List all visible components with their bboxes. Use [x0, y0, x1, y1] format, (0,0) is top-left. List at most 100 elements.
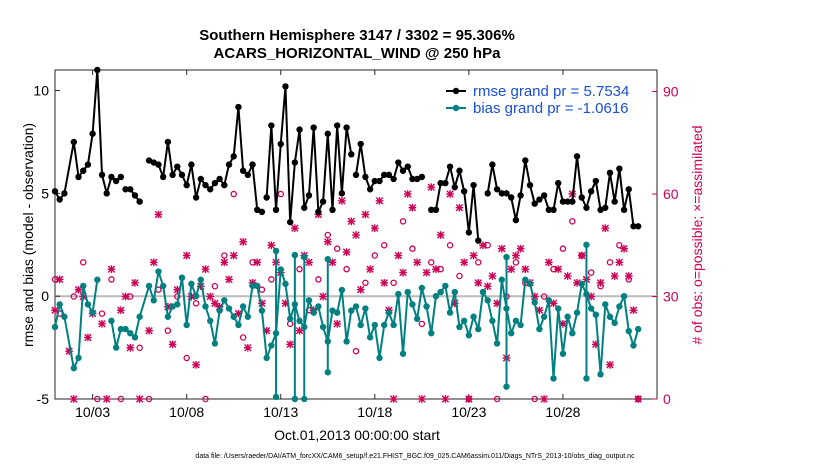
obs-assimilated-point: [521, 265, 530, 274]
obs-assimilated-point: [102, 395, 111, 403]
bias-point: [475, 325, 482, 333]
bias-point: [127, 330, 134, 337]
bias-point: [117, 325, 125, 333]
rmse-point: [230, 153, 237, 160]
bias-point: [84, 301, 92, 308]
rmse-point: [296, 126, 303, 133]
obs-possible-point: [117, 395, 125, 403]
obs-assimilated-point: [596, 279, 605, 287]
x-tick-label: 10/28: [545, 404, 580, 420]
obs-possible-point: [211, 283, 219, 290]
bias-point: [80, 282, 87, 290]
obs-assimilated-point: [427, 183, 436, 192]
obs-possible-point: [493, 395, 501, 403]
obs-possible-point: [79, 259, 87, 266]
bias-point: [216, 307, 223, 314]
rmse-point: [550, 206, 557, 214]
rmse-point: [277, 140, 284, 148]
bias-point: [484, 297, 491, 304]
obs-possible-point: [343, 265, 350, 273]
bias-point: [112, 344, 120, 351]
obs-assimilated-point: [182, 251, 191, 260]
obs-assimilated-point: [84, 333, 92, 342]
obs-possible-point: [569, 218, 576, 225]
data-file-footer: data file: /Users/raeder/DAI/ATM_forcXX/…: [195, 453, 635, 460]
rmse-point: [404, 163, 411, 170]
bias-point: [357, 321, 364, 329]
obs-assimilated-point: [460, 258, 469, 267]
obs-assimilated-point: [107, 265, 116, 274]
bias-point: [122, 325, 129, 333]
bias-point: [51, 323, 59, 331]
obs-assimilated-point: [168, 340, 177, 349]
rmse-point: [409, 175, 416, 183]
legend-rmse-marker: [452, 87, 460, 95]
obs-assimilated-point: [286, 340, 294, 349]
rmse-point: [207, 186, 214, 193]
legend-bias-label: bias grand pr = -1.0616: [473, 100, 629, 117]
obs-possible-point: [559, 245, 567, 252]
bias-point: [164, 313, 172, 320]
obs-possible-point: [475, 259, 482, 266]
bias-point: [61, 313, 68, 320]
legend-bias-marker: [452, 104, 460, 112]
rmse-point: [155, 161, 162, 168]
obs-assimilated-point: [375, 197, 384, 205]
bias-point: [362, 305, 369, 312]
rmse-point: [239, 167, 247, 174]
rmse-point: [362, 173, 369, 181]
obs-assimilated-point: [370, 224, 379, 233]
bias-point: [207, 317, 214, 325]
obs-assimilated-point: [253, 258, 262, 267]
rmse-point: [51, 188, 59, 195]
bias-point: [310, 309, 317, 316]
obs-assimilated-point: [149, 258, 158, 267]
rmse-point: [625, 186, 632, 193]
obs-possible-point: [362, 279, 369, 287]
bias-point: [324, 369, 331, 376]
rmse-point: [437, 179, 444, 187]
bias-point: [545, 297, 553, 304]
obs-assimilated-point: [615, 258, 624, 267]
bias-point: [569, 330, 576, 337]
bias-point: [620, 292, 628, 300]
rmse-point: [620, 206, 628, 214]
rmse-point: [202, 181, 209, 189]
obs-assimilated-point: [394, 251, 403, 260]
obs-assimilated-point: [620, 244, 628, 253]
bias-point: [602, 301, 609, 308]
obs-assimilated-point: [577, 251, 586, 260]
obs-possible-point: [427, 259, 435, 266]
obs-possible-point: [333, 245, 341, 252]
rmse-point: [282, 83, 289, 90]
obs-possible-point: [221, 252, 228, 259]
rmse-point: [70, 138, 78, 146]
rmse-point: [122, 186, 129, 193]
obs-possible-point: [192, 300, 200, 307]
rmse-point: [517, 192, 524, 199]
bias-point: [409, 301, 416, 308]
obs-possible-point: [239, 334, 247, 341]
obs-possible-point: [145, 395, 153, 403]
rmse-point: [587, 188, 595, 195]
bias-point: [498, 276, 505, 283]
bias-line-segment: [110, 268, 640, 380]
bias-point: [258, 307, 266, 314]
legend: rmse grand pr = 5.7534 bias grand pr = -…: [440, 80, 650, 118]
bias-point: [479, 288, 487, 296]
bias-point: [301, 253, 308, 261]
rmse-point: [475, 237, 482, 244]
bias-point: [418, 284, 426, 292]
bias-point: [555, 305, 562, 312]
bias-point: [587, 305, 595, 312]
obs-assimilated-point: [540, 395, 548, 403]
rmse-point: [451, 184, 458, 191]
obs-assimilated-point: [126, 343, 135, 352]
rmse-point: [225, 161, 233, 168]
bias-point: [404, 288, 411, 296]
bias-point: [75, 354, 82, 362]
obs-assimilated-point: [154, 210, 163, 219]
obs-assimilated-point: [507, 265, 516, 274]
bias-point: [188, 280, 195, 288]
